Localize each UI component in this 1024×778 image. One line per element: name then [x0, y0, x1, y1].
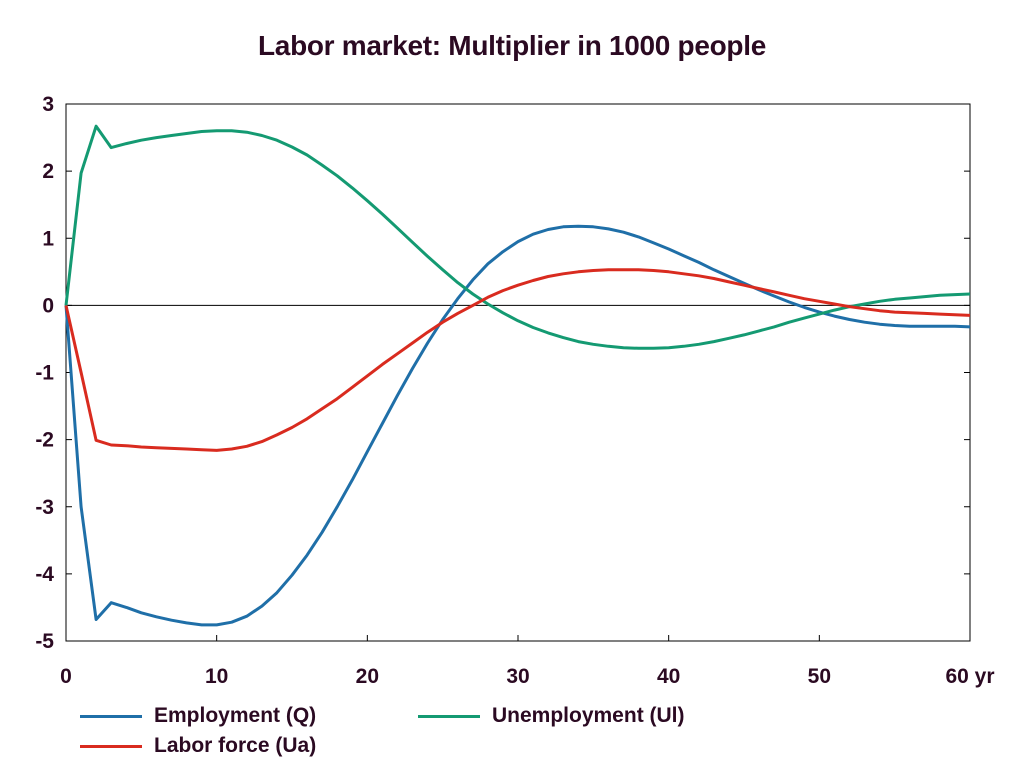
y-tick-label: -5 — [35, 630, 54, 653]
series-line-employment-q — [64, 224, 971, 627]
axes — [65, 103, 971, 642]
legend-swatch-employment — [80, 714, 142, 718]
legend-item-employment: Employment (Q) — [80, 704, 316, 728]
series-line-labor-force-ua — [64, 268, 971, 452]
legend-swatch-labor-force — [80, 744, 142, 748]
legend-item-labor-force: Labor force (Ua) — [80, 734, 316, 758]
x-tick-label: 50 — [808, 665, 831, 688]
plot-frame — [65, 103, 971, 642]
x-tick-label: 10 — [205, 665, 228, 688]
x-tick-label: 0 — [60, 665, 72, 688]
chart-title: Labor market: Multiplier in 1000 people — [258, 30, 766, 61]
x-tick-label: 40 — [657, 665, 680, 688]
series-line-unemployment-ul — [64, 124, 971, 350]
legend-label-labor-force: Labor force (Ua) — [154, 734, 317, 757]
x-tick-label: 20 — [356, 665, 379, 688]
y-tick-label: 3 — [42, 93, 54, 116]
y-tick-label: 1 — [42, 227, 54, 250]
y-tick-label: -2 — [35, 429, 54, 452]
legend-item-unemployment: Unemployment (Ul) — [418, 704, 685, 728]
x-tick-label: 60 yr — [945, 665, 994, 688]
y-tick-label: -1 — [35, 362, 54, 385]
y-tick-label: 0 — [42, 294, 54, 317]
series-lines — [64, 124, 971, 627]
x-tick-label: 30 — [506, 665, 529, 688]
legend-label-employment: Employment (Q) — [154, 704, 317, 727]
y-tick-label: -3 — [35, 496, 54, 519]
legend-swatch-unemployment — [418, 714, 480, 718]
y-tick-label: 2 — [42, 160, 54, 183]
y-tick-label: -4 — [35, 563, 54, 586]
legend-label-unemployment: Unemployment (Ul) — [492, 704, 685, 727]
